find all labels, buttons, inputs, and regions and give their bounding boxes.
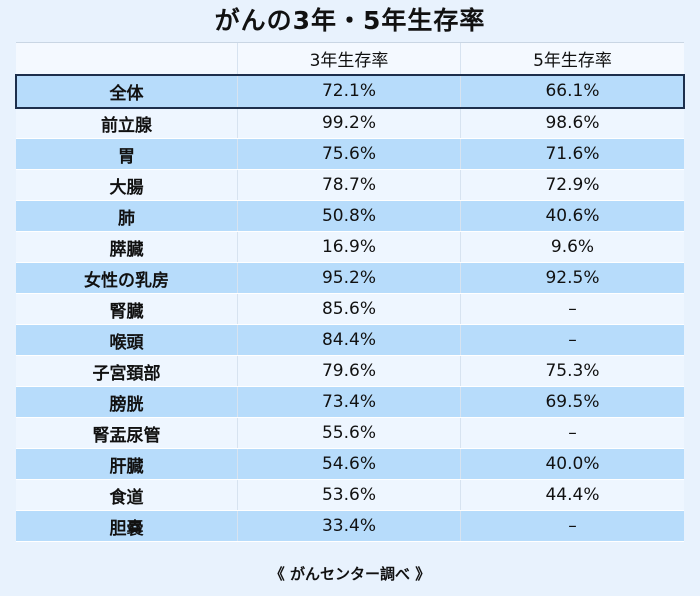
cancer-type-cell: 大腸 (16, 170, 238, 200)
five-year-rate-cell: 92.5% (545, 268, 600, 288)
three-year-rate-cell: 95.2% (238, 263, 461, 293)
five-year-rate-cell: 98.6% (545, 113, 600, 133)
table-row-total: 全体 72.1% 66.1% (15, 74, 685, 109)
cancer-type-cell: 肝臓 (16, 449, 238, 479)
five-year-rate-cell: 9.6% (550, 237, 595, 257)
five-year-rate-cell: 40.6% (545, 206, 600, 226)
table-header-row: 3年生存率 5年生存率 (16, 43, 684, 75)
three-year-rate-cell: 73.4% (238, 387, 461, 417)
five-year-rate-cell: – (568, 330, 577, 350)
three-year-rate-cell: 50.8% (238, 201, 461, 231)
table-row: 胆嚢 33.4% – (16, 511, 684, 542)
cancer-type-cell: 胆嚢 (16, 511, 238, 541)
three-year-rate-cell: 84.4% (238, 325, 461, 355)
table-row: 大腸 78.7% 72.9% (16, 170, 684, 201)
table-row: 子宮頚部 79.6% 75.3% (16, 356, 684, 387)
five-year-rate-cell: – (568, 516, 577, 536)
cancer-type-cell: 膀胱 (16, 387, 238, 417)
table-row: 膀胱 73.4% 69.5% (16, 387, 684, 418)
table-row: 肝臓 54.6% 40.0% (16, 449, 684, 480)
survival-rate-table: 3年生存率 5年生存率 全体 72.1% 66.1% 前立腺 99.2% 98.… (15, 42, 685, 542)
five-year-rate-cell: 69.5% (545, 392, 600, 412)
three-year-rate-cell: 55.6% (238, 418, 461, 448)
table-row: 腎盂尿管 55.6% – (16, 418, 684, 449)
three-year-rate-cell: 16.9% (238, 232, 461, 262)
cancer-type-cell: 肺 (16, 201, 238, 231)
cancer-type-cell: 前立腺 (16, 108, 238, 138)
five-year-rate-cell: 66.1% (545, 81, 600, 101)
table-row: 喉頭 84.4% – (16, 325, 684, 356)
three-year-rate-cell: 54.6% (238, 449, 461, 479)
five-year-rate-cell: 71.6% (545, 144, 600, 164)
cancer-type-cell: 腎盂尿管 (16, 418, 238, 448)
three-year-rate-cell: 78.7% (238, 170, 461, 200)
table-row: 前立腺 99.2% 98.6% (16, 108, 684, 139)
table-row: 膵臓 16.9% 9.6% (16, 232, 684, 263)
five-year-rate-cell: 40.0% (545, 454, 600, 474)
source-note: 《 がんセンター調べ 》 (269, 565, 431, 583)
three-year-rate-cell: 72.1% (238, 75, 461, 107)
five-year-rate-cell: 72.9% (545, 175, 600, 195)
table-row: 女性の乳房 95.2% 92.5% (16, 263, 684, 294)
three-year-rate-cell: 85.6% (238, 294, 461, 324)
cancer-type-cell: 喉頭 (16, 325, 238, 355)
five-year-rate-cell: – (568, 423, 577, 443)
table-row: 腎臓 85.6% – (16, 294, 684, 325)
cancer-type-cell: 全体 (16, 75, 238, 107)
cancer-type-cell: 女性の乳房 (16, 263, 238, 293)
cancer-type-cell: 食道 (16, 480, 238, 510)
three-year-rate-cell: 33.4% (238, 511, 461, 541)
five-year-rate-cell: – (568, 299, 577, 319)
page-title: がんの3年・5年生存率 (214, 6, 486, 35)
five-year-rate-cell: 75.3% (545, 361, 600, 381)
three-year-rate-cell: 79.6% (238, 356, 461, 386)
header-three-year-rate: 3年生存率 (238, 43, 461, 74)
cancer-type-cell: 胃 (16, 139, 238, 169)
cancer-type-cell: 膵臓 (16, 232, 238, 262)
table-row: 食道 53.6% 44.4% (16, 480, 684, 511)
cancer-type-cell: 腎臓 (16, 294, 238, 324)
three-year-rate-cell: 53.6% (238, 480, 461, 510)
table-row: 肺 50.8% 40.6% (16, 201, 684, 232)
three-year-rate-cell: 75.6% (238, 139, 461, 169)
five-year-rate-cell: 44.4% (545, 485, 600, 505)
three-year-rate-cell: 99.2% (238, 108, 461, 138)
header-cancer-type (16, 43, 238, 74)
cancer-type-cell: 子宮頚部 (16, 356, 238, 386)
table-row: 胃 75.6% 71.6% (16, 139, 684, 170)
header-five-year-rate: 5年生存率 (533, 51, 612, 71)
